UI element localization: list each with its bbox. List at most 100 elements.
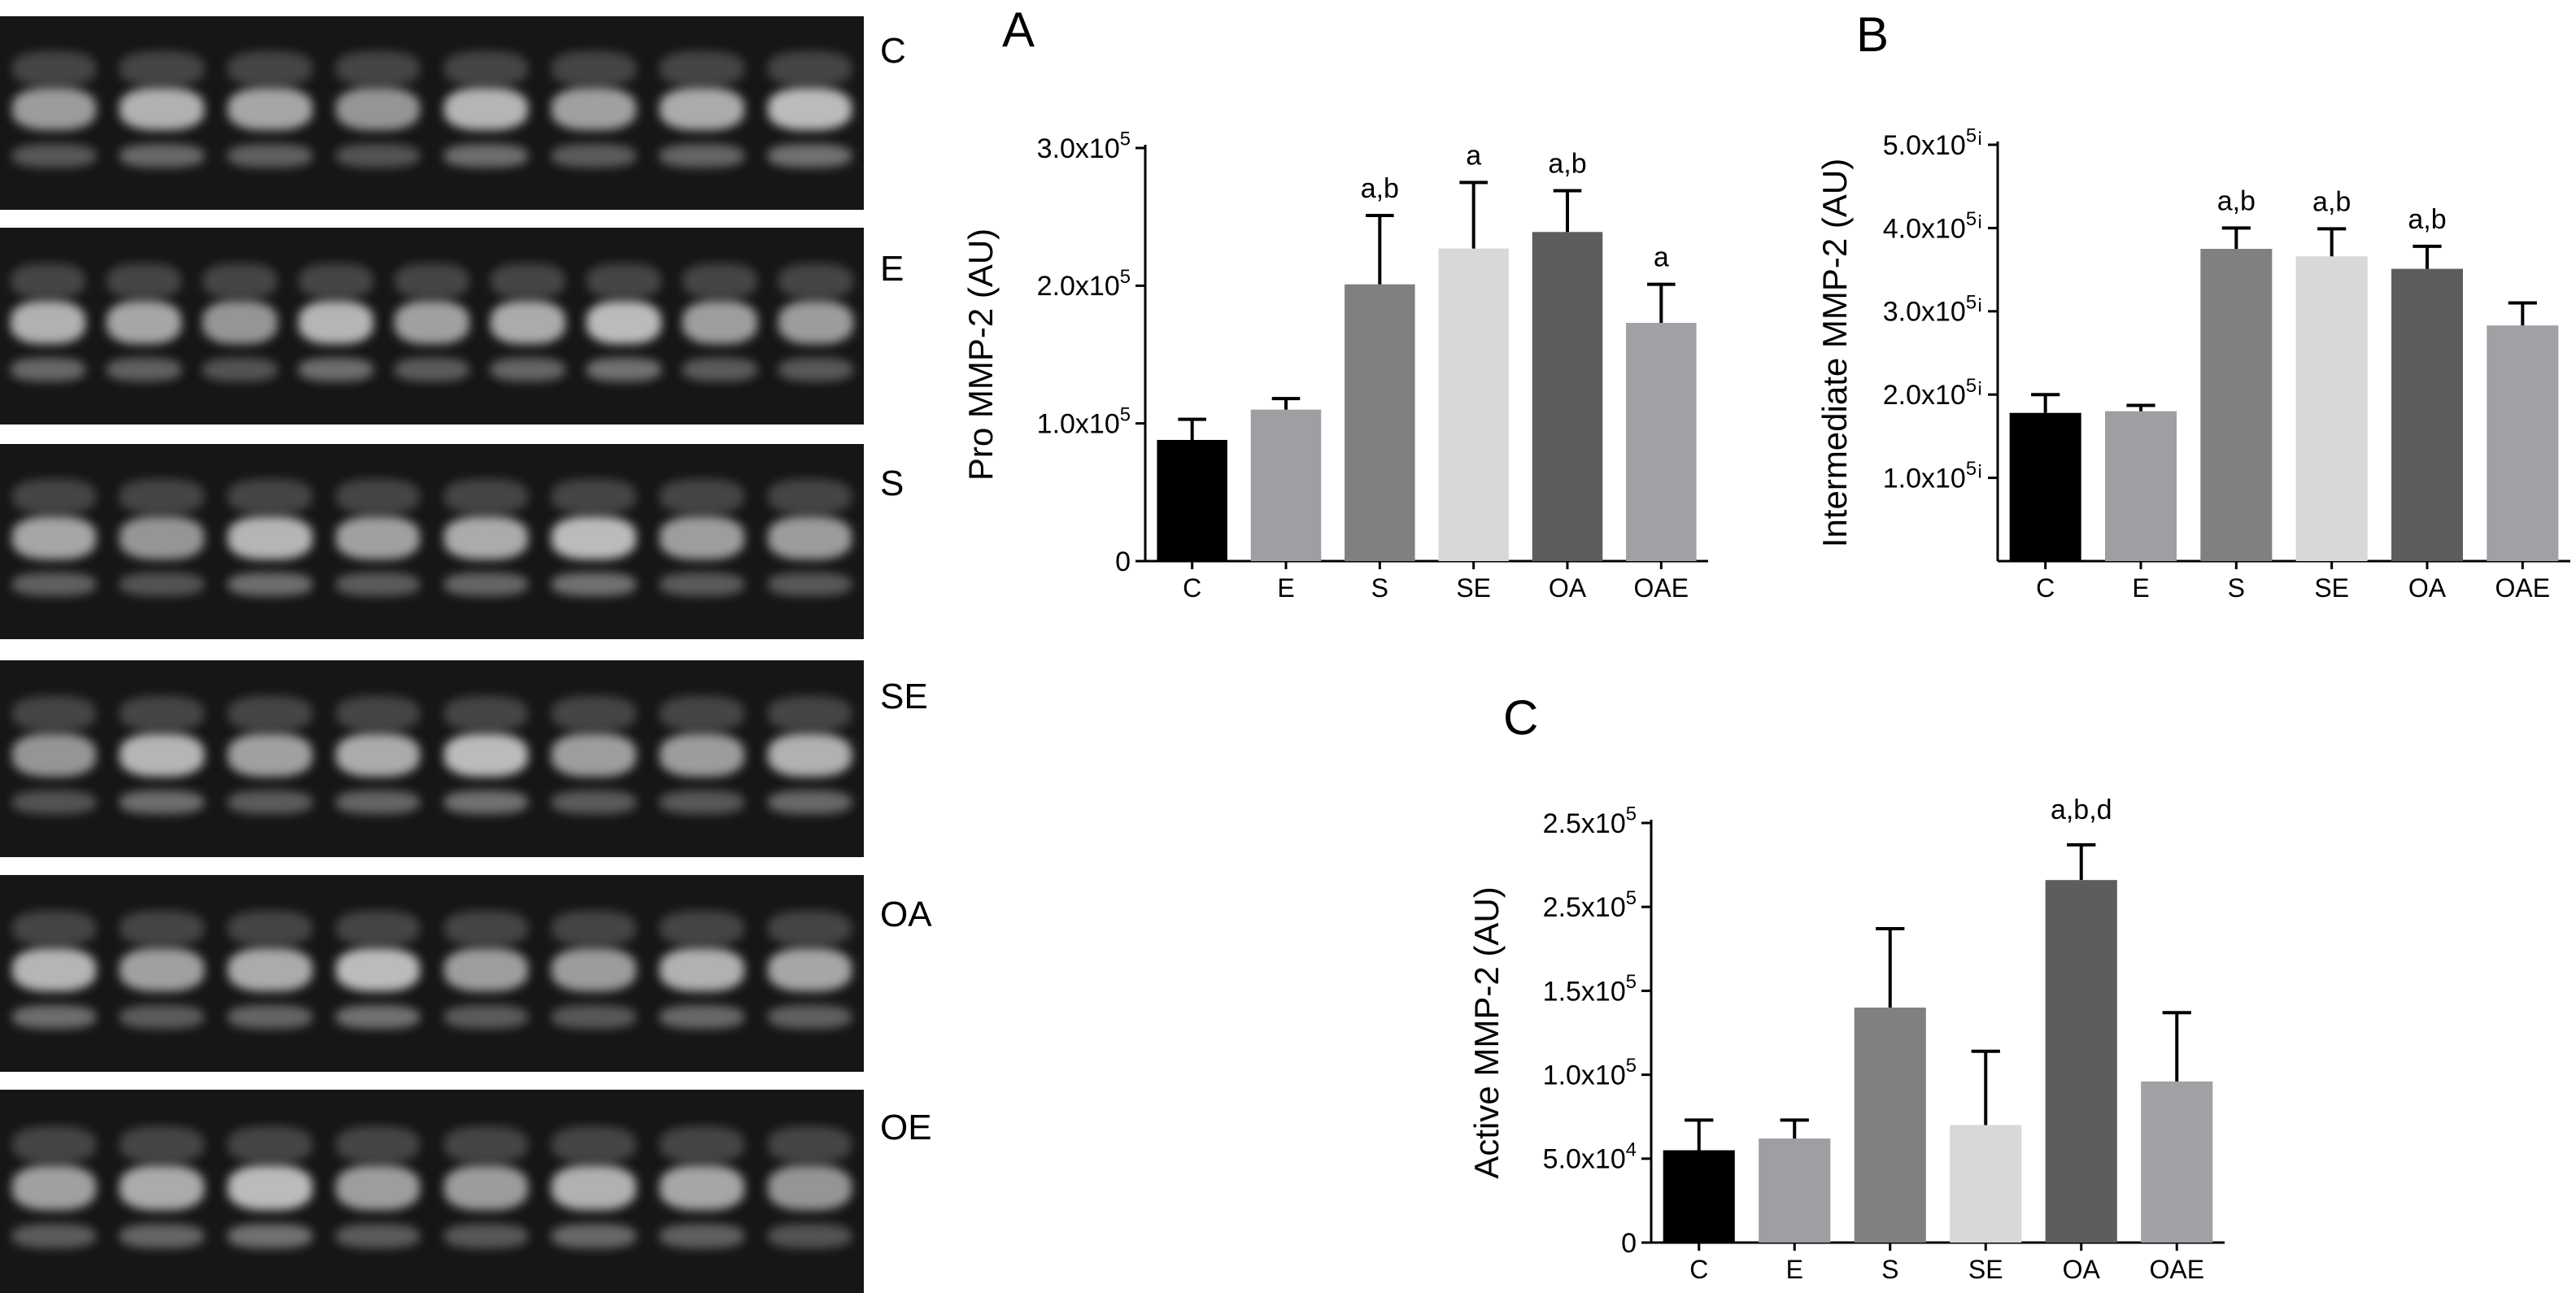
gel-band xyxy=(767,1165,852,1210)
gel-band xyxy=(767,695,852,732)
gel-band xyxy=(335,910,421,947)
gel-band xyxy=(660,1165,744,1210)
gel-band xyxy=(490,357,565,381)
bar-e xyxy=(1250,409,1322,561)
gel-band xyxy=(11,1126,97,1163)
bar-c xyxy=(1157,439,1227,561)
gel-band xyxy=(11,790,97,814)
bar-se xyxy=(1438,248,1509,561)
gel-band xyxy=(10,263,85,299)
gel-band xyxy=(228,695,312,732)
gel-band xyxy=(586,357,661,381)
y-tick-label: 0 xyxy=(1115,546,1131,577)
gel-band xyxy=(10,300,85,344)
gel-panel-c xyxy=(0,16,864,210)
gel-band xyxy=(490,263,565,299)
gel-band xyxy=(778,300,853,344)
gel-band xyxy=(778,357,853,381)
gel-band xyxy=(10,357,85,381)
gel-band xyxy=(120,88,204,131)
significance-label-oa: a,b xyxy=(2408,204,2446,235)
y-tick-label: 3.0x105¡ xyxy=(1883,291,1983,327)
chart-c: 0 5.0x104 1.0x105 1.5x105 2.5x105 2.5x105 Acti… xyxy=(1467,795,2225,1284)
gel-band xyxy=(767,1004,852,1029)
gel-band xyxy=(551,1224,636,1248)
gel-band xyxy=(228,947,312,991)
gel-band xyxy=(551,572,636,597)
gel-band xyxy=(443,88,529,131)
gel-band xyxy=(120,790,204,814)
gel-band xyxy=(443,1224,529,1248)
x-tick-label-s: S xyxy=(1881,1255,1898,1284)
gel-band xyxy=(551,50,636,86)
panel-letter-a: A xyxy=(1002,2,1035,57)
gel-band xyxy=(120,1165,204,1210)
gel-band xyxy=(335,1126,421,1163)
gel-band xyxy=(106,263,181,299)
gel-band xyxy=(660,947,744,991)
bar-c xyxy=(2009,412,2081,561)
significance-label-s: a,b xyxy=(1361,173,1399,204)
gel-band xyxy=(767,947,852,991)
gel-band xyxy=(660,695,744,732)
x-tick-label-e: E xyxy=(1786,1255,1803,1284)
gel-band xyxy=(682,263,757,299)
y-tick-label: 1.5x105 xyxy=(1543,971,1637,1007)
gel-panel-oe xyxy=(0,1090,864,1293)
gel-band xyxy=(443,144,529,168)
bar-e xyxy=(1759,1138,1831,1243)
gel-band xyxy=(11,516,97,559)
gel-band xyxy=(660,1004,744,1029)
gel-band xyxy=(551,516,636,559)
gel-band xyxy=(551,144,636,168)
gel-band xyxy=(106,300,181,344)
bar-e xyxy=(2105,411,2177,561)
panel-letter-c: C xyxy=(1503,690,1539,745)
gel-band xyxy=(660,144,744,168)
x-tick-label-e: E xyxy=(2132,573,2149,603)
gel-band xyxy=(443,516,529,559)
gel-band xyxy=(11,910,97,947)
gel-band xyxy=(228,910,312,947)
gel-band xyxy=(120,695,204,732)
gel-band xyxy=(120,1224,204,1248)
gel-band xyxy=(767,516,852,559)
gel-band xyxy=(443,572,529,597)
gel-band xyxy=(228,516,312,559)
gel-band xyxy=(335,50,421,86)
gel-band xyxy=(394,300,469,344)
gel-band xyxy=(660,790,744,814)
bar-s xyxy=(1345,284,1415,561)
gel-panel-s xyxy=(0,444,864,639)
gel-band xyxy=(660,1224,744,1248)
y-tick-label: 2.5x105 xyxy=(1543,887,1637,923)
y-tick-label: 5.0x104 xyxy=(1543,1138,1637,1174)
significance-label-oae: a xyxy=(1654,242,1669,273)
gel-band xyxy=(335,144,421,168)
x-tick-label-oae: OAE xyxy=(2495,573,2551,603)
x-tick-label-oa: OA xyxy=(2063,1255,2101,1284)
gel-band xyxy=(11,572,97,597)
y-tick-label: 5.0x105¡ xyxy=(1883,125,1983,161)
gel-band xyxy=(228,88,312,131)
significance-label-s: a,b xyxy=(2217,185,2256,216)
gel-band xyxy=(228,572,312,597)
gel-band xyxy=(551,947,636,991)
gel-band xyxy=(120,910,204,947)
gel-band xyxy=(443,479,529,515)
gel-band xyxy=(11,1004,97,1029)
gel-band xyxy=(767,733,852,777)
gel-band xyxy=(394,263,469,299)
bar-s xyxy=(2200,249,2273,561)
gel-band xyxy=(228,1165,312,1210)
gel-label-oe: OE xyxy=(880,1108,932,1147)
x-tick-label-e: E xyxy=(1277,573,1294,603)
gel-band xyxy=(11,695,97,732)
gel-band xyxy=(298,357,373,381)
significance-label-oa: a,b,d xyxy=(2051,795,2112,825)
x-tick-label-se: SE xyxy=(1456,573,1491,603)
gel-band xyxy=(443,910,529,947)
gel-band xyxy=(228,144,312,168)
gel-band xyxy=(335,572,421,597)
